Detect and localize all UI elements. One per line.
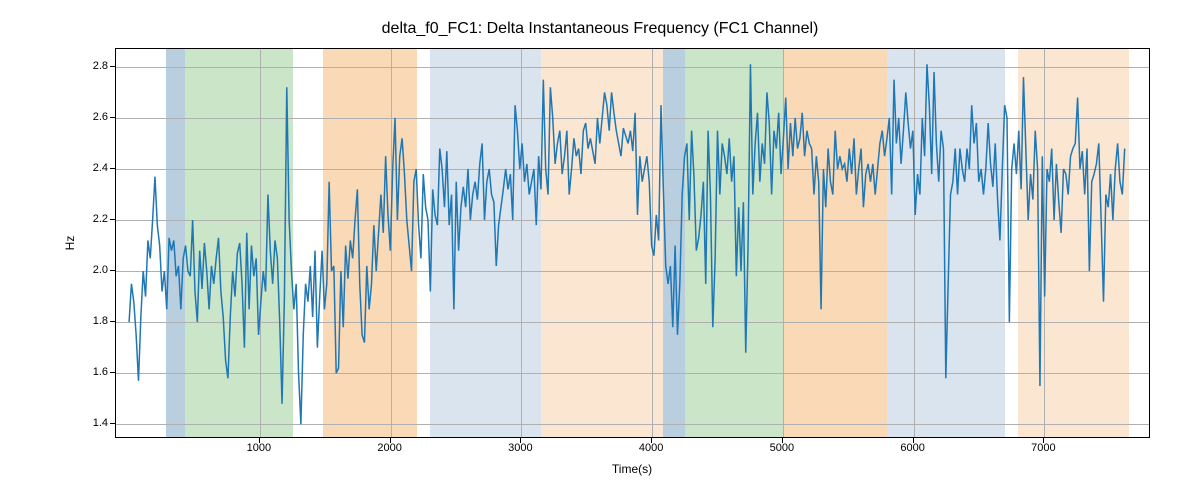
x-tick-label: 3000 xyxy=(508,442,532,454)
y-tick-label: 1.4 xyxy=(93,417,108,429)
x-tick-mark xyxy=(913,438,914,443)
figure: delta_f0_FC1: Delta Instantaneous Freque… xyxy=(0,0,1200,500)
line-layer xyxy=(116,49,1149,437)
y-tick-label: 1.8 xyxy=(93,315,108,327)
x-tick-label: 5000 xyxy=(770,442,794,454)
x-tick-label: 6000 xyxy=(900,442,924,454)
x-tick-mark xyxy=(390,438,391,443)
y-tick-label: 2.4 xyxy=(93,162,108,174)
x-tick-label: 7000 xyxy=(1031,442,1055,454)
y-tick-mark xyxy=(110,372,115,373)
y-tick-mark xyxy=(110,117,115,118)
y-tick-mark xyxy=(110,219,115,220)
y-axis-label: Hz xyxy=(63,236,77,251)
x-tick-label: 2000 xyxy=(377,442,401,454)
x-tick-mark xyxy=(651,438,652,443)
y-tick-mark xyxy=(110,168,115,169)
x-tick-mark xyxy=(1043,438,1044,443)
y-tick-mark xyxy=(110,423,115,424)
x-tick-label: 4000 xyxy=(639,442,663,454)
x-tick-mark xyxy=(782,438,783,443)
y-tick-mark xyxy=(110,270,115,271)
y-tick-label: 2.2 xyxy=(93,213,108,225)
x-tick-label: 1000 xyxy=(247,442,271,454)
chart-title: delta_f0_FC1: Delta Instantaneous Freque… xyxy=(0,20,1200,38)
x-tick-mark xyxy=(520,438,521,443)
data-line xyxy=(129,64,1125,424)
plot-area xyxy=(115,48,1150,438)
y-tick-mark xyxy=(110,321,115,322)
y-tick-mark xyxy=(110,66,115,67)
x-tick-mark xyxy=(259,438,260,443)
y-tick-label: 2.6 xyxy=(93,111,108,123)
y-tick-label: 2.8 xyxy=(93,60,108,72)
y-tick-label: 2.0 xyxy=(93,264,108,276)
x-axis-label: Time(s) xyxy=(612,462,652,476)
y-tick-label: 1.6 xyxy=(93,366,108,378)
